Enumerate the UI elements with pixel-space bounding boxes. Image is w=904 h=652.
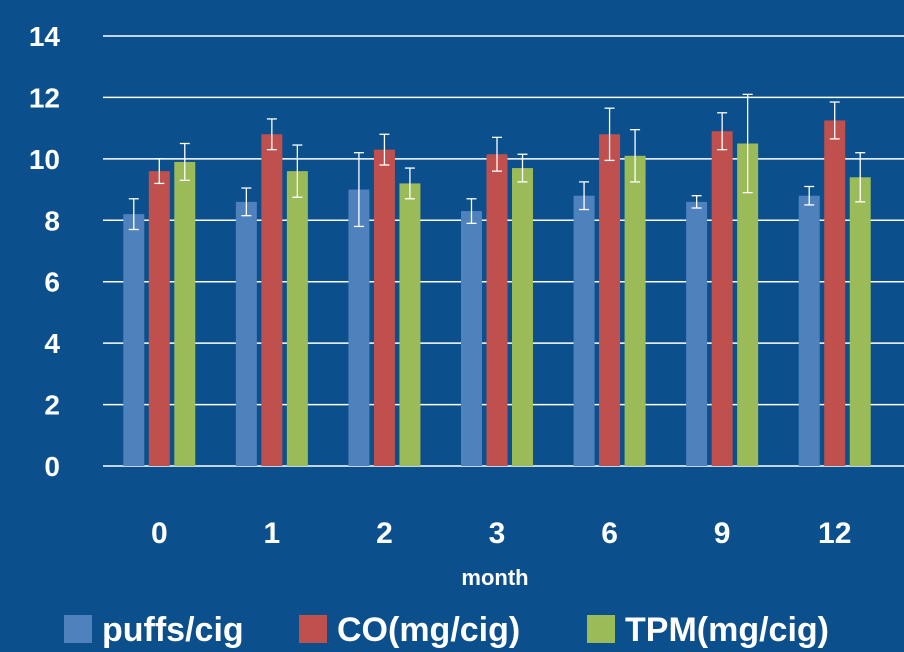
error-bar — [128, 198, 139, 231]
y-tick-label: 2 — [44, 390, 60, 421]
error-bar — [717, 112, 728, 151]
bar-comgcig — [148, 171, 170, 466]
error-bar — [179, 142, 190, 182]
legend: puffs/cig CO(mg/cig) TPM(mg/cig) — [64, 611, 829, 649]
x-tick-label: 3 — [489, 517, 506, 550]
bar-puffscig — [686, 201, 708, 466]
error-bar — [855, 152, 866, 203]
x-tick-label: 0 — [151, 517, 168, 550]
error-bar — [579, 181, 590, 211]
bar-tpmmgcig — [737, 143, 759, 466]
error-bar — [829, 101, 840, 140]
bar-tpmmgcig — [399, 183, 421, 466]
bar-puffscig — [461, 211, 482, 466]
y-tick-label: 10 — [29, 144, 60, 175]
bar-puffscig — [573, 195, 595, 466]
legend-label: puffs/cig — [102, 611, 244, 649]
bar-comgcig — [486, 154, 508, 466]
bar-puffscig — [235, 201, 257, 466]
bar-tpmmgcig — [849, 177, 871, 467]
x-tick-label: 12 — [818, 517, 851, 550]
bar-puffscig — [123, 214, 145, 466]
y-tick-label: 0 — [44, 451, 60, 482]
bar-tpmmgcig — [174, 161, 196, 466]
bar-comgcig — [711, 131, 733, 466]
x-tick-label: 1 — [264, 517, 281, 550]
x-axis-ticks: 0 1 2 3 6 9 12 — [151, 517, 851, 550]
legend-swatch — [299, 615, 327, 643]
error-bar — [691, 195, 702, 209]
error-bar — [353, 152, 364, 228]
error-bar — [266, 118, 277, 151]
bar-comgcig — [373, 149, 395, 466]
x-tick-label: 9 — [714, 517, 731, 550]
bar-tpmmgcig — [624, 155, 646, 467]
bar-comgcig — [599, 134, 621, 467]
legend-label: TPM(mg/cig) — [625, 611, 829, 649]
bar-tpmmgcig — [286, 171, 308, 466]
bar-puffscig — [798, 195, 820, 466]
y-axis-ticks: 0 2 4 6 8 10 12 14 — [29, 21, 61, 482]
error-bar — [742, 93, 753, 194]
legend-swatch — [587, 615, 615, 643]
error-bar — [292, 144, 303, 198]
y-tick-label: 4 — [44, 328, 60, 359]
legend-item: CO(mg/cig) — [299, 611, 520, 649]
error-bar — [404, 167, 415, 200]
error-bar — [241, 187, 252, 217]
legend-swatch — [64, 615, 92, 643]
bar-puffscig — [348, 189, 370, 467]
y-tick-label: 8 — [44, 205, 60, 236]
error-bar — [517, 153, 528, 183]
legend-item: TPM(mg/cig) — [587, 611, 829, 649]
error-bar — [492, 136, 502, 172]
x-axis-title: month — [461, 565, 528, 590]
y-tick-label: 14 — [29, 21, 61, 52]
x-tick-label: 2 — [376, 517, 393, 550]
error-bar — [466, 198, 477, 225]
x-tick-label: 6 — [601, 517, 618, 550]
y-tick-label: 12 — [29, 82, 60, 113]
error-bar — [604, 107, 615, 162]
bars — [123, 120, 871, 467]
bar-comgcig — [824, 120, 846, 466]
error-bars — [128, 93, 866, 231]
bar-tpmmgcig — [512, 168, 533, 467]
error-bar — [630, 129, 641, 183]
bar-comgcig — [261, 134, 283, 467]
error-bar — [804, 185, 815, 206]
error-bar — [379, 133, 390, 166]
legend-label: CO(mg/cig) — [337, 611, 520, 649]
y-tick-label: 6 — [44, 267, 60, 298]
error-bar — [154, 158, 165, 185]
legend-item: puffs/cig — [64, 611, 244, 649]
